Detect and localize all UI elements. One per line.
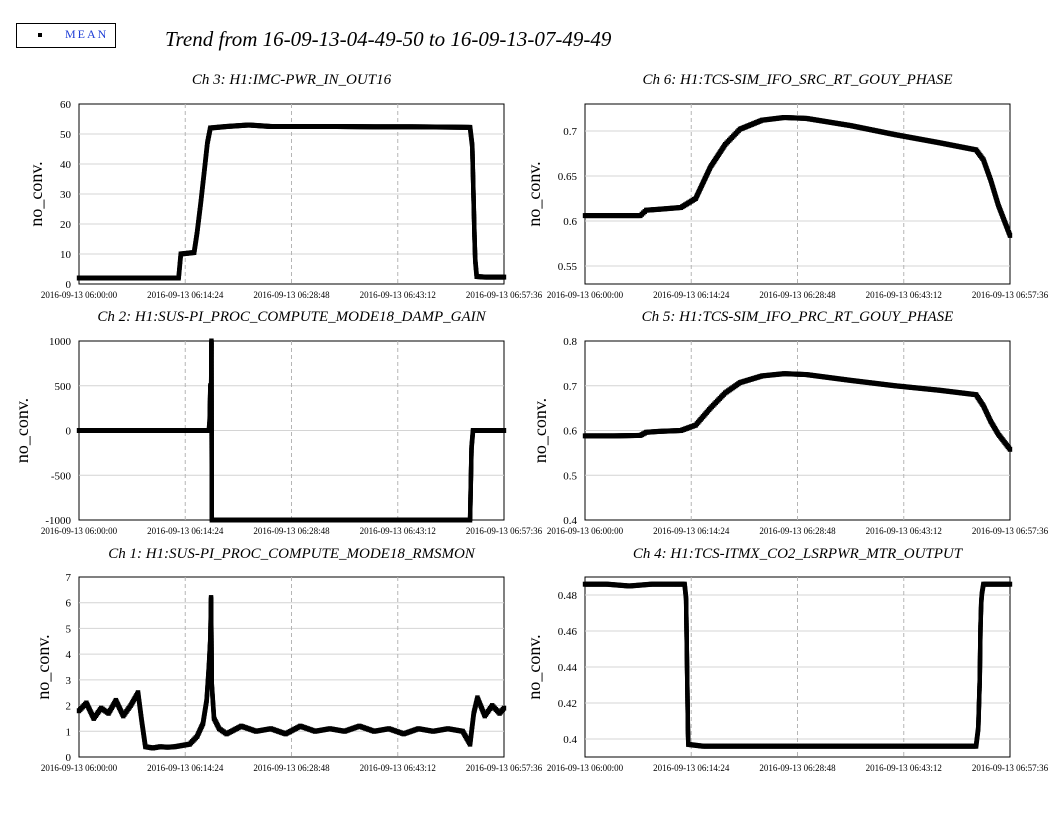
y-tick-label: 20 bbox=[60, 219, 72, 231]
y-tick-label: 50 bbox=[60, 129, 72, 141]
y-tick-label: 0.7 bbox=[563, 381, 577, 393]
x-tick-label: 2016-09-13 06:28:48 bbox=[253, 290, 330, 300]
y-tick-label: 3 bbox=[66, 675, 72, 687]
y-tick-label: 0.55 bbox=[558, 261, 578, 273]
chart-title: Ch 3: H1:IMC-PWR_IN_OUT16 bbox=[192, 72, 392, 88]
data-series bbox=[582, 115, 1013, 238]
chart-title: Ch 1: H1:SUS-PI_PROC_COMPUTE_MODE18_RMSM… bbox=[108, 546, 476, 562]
x-tick-label: 2016-09-13 06:57:36 bbox=[466, 526, 543, 536]
y-tick-label: 30 bbox=[60, 189, 72, 201]
x-tick-label: 2016-09-13 06:14:24 bbox=[147, 763, 224, 773]
chart-panel-4: Ch 5: H1:TCS-SIM_IFO_PRC_RT_GOUY_PHASE 0.… bbox=[530, 309, 1049, 536]
chart-title: Ch 4: H1:TCS-ITMX_CO2_LSRPWR_MTR_OUTPUT bbox=[633, 546, 964, 562]
y-tick-label: 1000 bbox=[49, 336, 72, 348]
x-tick-label: 2016-09-13 06:28:48 bbox=[253, 763, 330, 773]
x-tick-label: 2016-09-13 06:14:24 bbox=[653, 763, 730, 773]
y-tick-label: 1 bbox=[66, 726, 72, 738]
x-tick-label: 2016-09-13 06:57:36 bbox=[972, 526, 1049, 536]
y-tick-label: 0.7 bbox=[563, 126, 577, 138]
y-axis-label: no_conv. bbox=[524, 634, 544, 699]
data-series bbox=[582, 581, 1013, 749]
data-point bbox=[1007, 232, 1013, 238]
y-axis-label: no_conv. bbox=[26, 161, 46, 226]
y-tick-label: 0.5 bbox=[563, 470, 577, 482]
y-tick-label: 0 bbox=[66, 752, 72, 764]
y-tick-label: 0.8 bbox=[563, 336, 577, 348]
y-tick-label: 0.4 bbox=[563, 515, 577, 527]
y-tick-label: 0 bbox=[66, 426, 72, 438]
legend-label: MEAN bbox=[65, 27, 109, 41]
chart-title: Ch 6: H1:TCS-SIM_IFO_SRC_RT_GOUY_PHASE bbox=[643, 72, 953, 88]
y-axis-label: no_conv. bbox=[524, 161, 544, 226]
data-series bbox=[76, 595, 507, 751]
x-tick-label: 2016-09-13 06:00:00 bbox=[41, 526, 118, 536]
y-tick-label: 0 bbox=[66, 279, 72, 291]
data-point bbox=[1007, 446, 1013, 452]
legend: MEAN bbox=[16, 23, 116, 48]
chart-title: Ch 2: H1:SUS-PI_PROC_COMPUTE_MODE18_DAMP… bbox=[97, 309, 486, 325]
y-tick-label: 40 bbox=[60, 159, 72, 171]
y-tick-label: 60 bbox=[60, 99, 72, 111]
x-tick-label: 2016-09-13 06:57:36 bbox=[466, 290, 543, 300]
x-tick-label: 2016-09-13 06:00:00 bbox=[547, 290, 624, 300]
x-tick-label: 2016-09-13 06:57:36 bbox=[972, 763, 1049, 773]
x-tick-label: 2016-09-13 06:14:24 bbox=[147, 290, 224, 300]
x-tick-label: 2016-09-13 06:57:36 bbox=[466, 763, 543, 773]
x-tick-label: 2016-09-13 06:28:48 bbox=[253, 526, 330, 536]
y-axis-label: no_conv. bbox=[33, 634, 53, 699]
x-tick-label: 2016-09-13 06:00:00 bbox=[41, 763, 118, 773]
x-tick-label: 2016-09-13 06:43:12 bbox=[866, 290, 942, 300]
y-tick-label: 7 bbox=[66, 572, 72, 584]
y-tick-label: 0.6 bbox=[563, 426, 577, 438]
chart-panel-1: Ch 3: H1:IMC-PWR_IN_OUT16 0 10 20 30 40 50 60 20… bbox=[26, 72, 543, 300]
y-tick-label: 0.4 bbox=[563, 734, 577, 746]
x-tick-label: 2016-09-13 06:00:00 bbox=[547, 763, 624, 773]
x-tick-label: 2016-09-13 06:00:00 bbox=[547, 526, 624, 536]
data-point bbox=[501, 274, 507, 280]
x-tick-label: 2016-09-13 06:43:12 bbox=[866, 763, 942, 773]
x-tick-label: 2016-09-13 06:43:12 bbox=[360, 763, 436, 773]
x-tick-label: 2016-09-13 06:43:12 bbox=[360, 290, 436, 300]
data-point bbox=[501, 705, 507, 711]
x-tick-label: 2016-09-13 06:28:48 bbox=[759, 763, 836, 773]
y-tick-label: 6 bbox=[66, 598, 72, 610]
y-tick-label: 5 bbox=[66, 623, 72, 635]
x-tick-label: 2016-09-13 06:43:12 bbox=[866, 526, 942, 536]
data-point bbox=[1007, 581, 1013, 587]
x-tick-label: 2016-09-13 06:28:48 bbox=[759, 290, 836, 300]
chart-title: Ch 5: H1:TCS-SIM_IFO_PRC_RT_GOUY_PHASE bbox=[642, 309, 954, 325]
chart-panel-3: Ch 2: H1:SUS-PI_PROC_COMPUTE_MODE18_DAMP… bbox=[12, 309, 543, 536]
x-tick-label: 2016-09-13 06:57:36 bbox=[972, 290, 1049, 300]
x-tick-label: 2016-09-13 06:43:12 bbox=[360, 526, 436, 536]
x-tick-label: 2016-09-13 06:14:24 bbox=[147, 526, 224, 536]
y-tick-label: 0.42 bbox=[558, 698, 577, 710]
y-tick-label: 10 bbox=[60, 249, 72, 261]
y-tick-label: 0.46 bbox=[558, 626, 578, 638]
y-axis-label: no_conv. bbox=[12, 398, 32, 463]
y-tick-label: 500 bbox=[55, 381, 72, 393]
chart-panel-5: Ch 1: H1:SUS-PI_PROC_COMPUTE_MODE18_RMSM… bbox=[33, 546, 543, 773]
y-axis-label: no_conv. bbox=[530, 398, 550, 463]
x-tick-label: 2016-09-13 06:14:24 bbox=[653, 290, 730, 300]
chart-panel-6: Ch 4: H1:TCS-ITMX_CO2_LSRPWR_MTR_OUTPUT 0… bbox=[524, 546, 1049, 773]
y-tick-label: -1000 bbox=[45, 515, 71, 527]
data-series bbox=[76, 122, 507, 281]
y-tick-label: -500 bbox=[51, 470, 72, 482]
x-tick-label: 2016-09-13 06:28:48 bbox=[759, 526, 836, 536]
chart-panel-2: Ch 6: H1:TCS-SIM_IFO_SRC_RT_GOUY_PHASE 0.… bbox=[524, 72, 1049, 300]
page-title: Trend from 16-09-13-04-49-50 to 16-09-13… bbox=[165, 27, 612, 51]
data-series bbox=[76, 338, 507, 523]
y-tick-label: 2 bbox=[66, 701, 72, 713]
y-tick-label: 0.65 bbox=[558, 171, 578, 183]
y-tick-label: 4 bbox=[66, 649, 72, 661]
legend-marker-icon bbox=[38, 33, 42, 37]
data-point bbox=[501, 428, 507, 433]
data-series bbox=[582, 371, 1013, 452]
y-tick-label: 0.6 bbox=[563, 216, 577, 228]
y-tick-label: 0.48 bbox=[558, 590, 578, 602]
x-tick-label: 2016-09-13 06:14:24 bbox=[653, 526, 730, 536]
x-tick-label: 2016-09-13 06:00:00 bbox=[41, 290, 118, 300]
y-tick-label: 0.44 bbox=[558, 662, 578, 674]
